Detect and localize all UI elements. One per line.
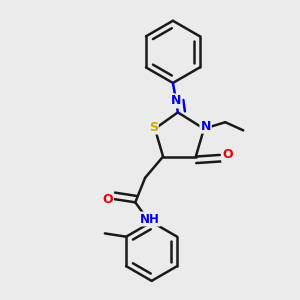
Text: N: N	[200, 120, 211, 133]
Text: N: N	[171, 94, 181, 107]
Text: S: S	[149, 121, 158, 134]
Text: O: O	[222, 148, 233, 161]
Text: NH: NH	[140, 212, 160, 226]
Text: O: O	[102, 193, 113, 206]
